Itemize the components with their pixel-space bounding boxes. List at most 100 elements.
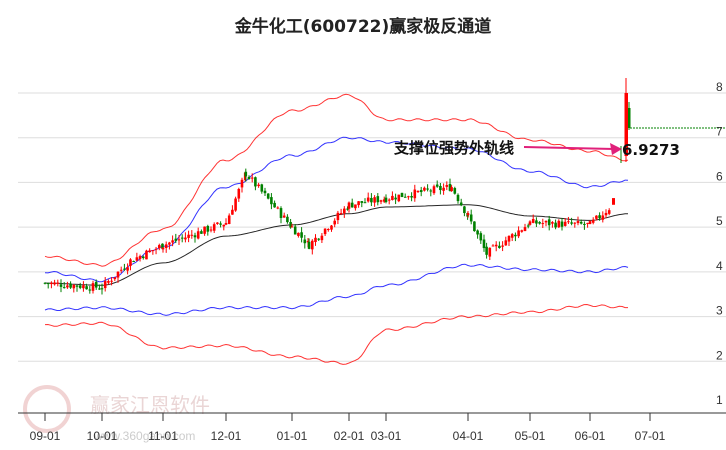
candle-body	[426, 188, 429, 190]
candle-body	[260, 184, 264, 192]
candle-body	[573, 222, 577, 224]
x-axis: 09-01 10-01 11-01 12-01 01-01 02-01 03-01 04-01…	[18, 412, 726, 443]
candle-body	[583, 223, 586, 225]
candle-body	[154, 248, 158, 250]
candle-body	[403, 196, 407, 198]
candle-body	[168, 242, 171, 245]
candle-body	[510, 234, 514, 238]
candle-body	[72, 284, 76, 289]
x-tick-label: 02-01	[334, 429, 365, 443]
candle-body	[216, 222, 219, 224]
arrow-head-icon	[610, 143, 622, 155]
candle-body	[528, 221, 532, 225]
candle-body	[276, 207, 280, 209]
candle-body	[416, 190, 420, 192]
candle-body	[303, 239, 307, 244]
candle-body	[523, 227, 527, 232]
y-tick-label: 6	[716, 169, 723, 183]
candle-body	[384, 197, 388, 203]
candle-body	[333, 220, 336, 225]
candle-body	[400, 192, 404, 198]
candle-body	[266, 193, 270, 199]
candle-body	[222, 224, 226, 227]
annotation-value: 6.9273	[622, 141, 680, 159]
candle-body	[263, 190, 267, 194]
candle-body	[311, 240, 314, 250]
candle-body	[588, 221, 592, 225]
candle-body	[339, 213, 343, 215]
candle-body	[520, 230, 524, 232]
candle-body	[110, 280, 113, 282]
candle-body	[187, 234, 190, 238]
candle-body	[250, 177, 254, 179]
band-line	[44, 93, 629, 267]
candle-body	[177, 239, 181, 241]
candle-body	[586, 222, 589, 224]
candle-body	[231, 209, 234, 215]
y-tick-label: 7	[716, 125, 723, 139]
candle-body	[286, 216, 289, 223]
x-tick-label: 04-01	[453, 429, 484, 443]
channel-bands	[44, 93, 629, 365]
candle-body	[459, 202, 463, 206]
candle-body	[66, 285, 69, 288]
candle-body	[432, 186, 436, 194]
x-tick-label: 07-01	[635, 429, 666, 443]
x-tick-label: 12-01	[211, 429, 242, 443]
candle-body	[466, 213, 470, 216]
candlesticks	[43, 78, 726, 295]
candle-body	[391, 195, 394, 200]
candle-body	[116, 271, 120, 278]
candle-body	[419, 190, 423, 193]
candle-body	[91, 283, 95, 291]
candle-body	[224, 223, 228, 225]
candle-body	[196, 231, 200, 239]
candle-body	[161, 247, 165, 250]
candle-body	[456, 194, 460, 202]
candle-body	[157, 245, 161, 249]
candle-body	[100, 288, 104, 290]
band-line	[44, 204, 629, 286]
candle-body	[379, 200, 383, 202]
candle-body	[317, 238, 320, 240]
candle-body	[113, 277, 117, 280]
candle-body	[579, 221, 583, 224]
y-tick-label: 8	[716, 80, 723, 94]
candle-body	[88, 289, 92, 291]
candle-body	[476, 230, 479, 235]
candle-body	[171, 240, 174, 243]
candle-body	[151, 250, 155, 252]
candle-body	[141, 256, 145, 259]
candle-body	[190, 234, 194, 236]
candle-body	[563, 221, 567, 226]
candle-body	[244, 171, 248, 177]
candle-body	[551, 222, 554, 224]
candle-body	[346, 208, 349, 210]
candle-body	[410, 196, 413, 198]
x-tick-label: 11-01	[148, 429, 178, 443]
chart-title: 金牛化工(600722)赢家极反通道	[234, 17, 492, 37]
candle-body	[227, 215, 231, 225]
candle-body	[203, 226, 206, 234]
candle-body	[212, 224, 216, 231]
candle-body	[494, 244, 498, 247]
candle-body	[247, 176, 251, 180]
candle-body	[407, 196, 410, 198]
support-annotation: 支撑位强势外轨线 6.9273	[393, 139, 680, 159]
candle-body	[624, 93, 628, 156]
candle-body	[69, 283, 72, 288]
x-tick-label: 01-01	[277, 429, 308, 443]
candle-body	[547, 219, 551, 226]
y-tick-label: 4	[716, 259, 723, 273]
candle-body	[376, 196, 380, 203]
candle-body	[161, 243, 164, 249]
candle-body	[148, 250, 151, 253]
candle-body	[314, 237, 317, 243]
candle-body	[482, 239, 486, 249]
candle-body	[498, 245, 501, 248]
candle-body	[85, 286, 88, 290]
candle-body	[82, 285, 85, 289]
candle-body	[354, 204, 357, 209]
candle-body	[501, 245, 504, 247]
candle-body	[219, 223, 222, 225]
